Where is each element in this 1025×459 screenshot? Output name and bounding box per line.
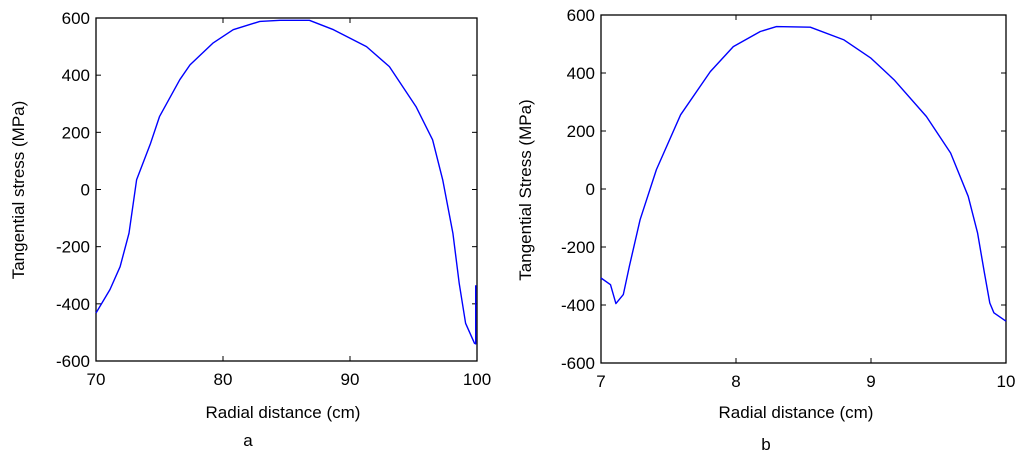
x-tick-label: 90 — [341, 370, 360, 389]
y-tick-label: 0 — [586, 180, 595, 199]
x-axis-label-b: Radial distance (cm) — [719, 403, 874, 422]
stress-curve — [95, 19, 477, 345]
y-tick-label: 400 — [567, 64, 595, 83]
stress-curve — [600, 25, 1007, 322]
panel-label-a: a — [243, 431, 253, 450]
y-tick-label: 600 — [567, 6, 595, 25]
y-tick-label: 400 — [62, 66, 90, 85]
plot-area — [95, 17, 478, 362]
y-axis-label-a: Tangential stress (MPa) — [9, 101, 28, 280]
y-tick-label: 0 — [81, 181, 90, 200]
panel-label-b: b — [761, 435, 770, 454]
panel-b: Tangential Stress (MPa) Radial distance … — [516, 6, 1015, 454]
y-tick-label: 600 — [62, 9, 90, 28]
plot-area — [600, 14, 1007, 364]
y-tick-label: -200 — [56, 238, 90, 257]
x-tick-label: 70 — [87, 370, 106, 389]
y-tick-label: -400 — [56, 295, 90, 314]
y-tick-label: -400 — [561, 296, 595, 315]
y-tick-label: -600 — [56, 352, 90, 371]
x-tick-label: 8 — [731, 372, 740, 391]
x-axis-label-a: Radial distance (cm) — [206, 403, 361, 422]
x-tick-label: 7 — [596, 372, 605, 391]
x-tick-label: 100 — [463, 370, 491, 389]
panel-a: Tangential stress (MPa) Radial distance … — [9, 9, 491, 450]
x-tick-label: 9 — [866, 372, 875, 391]
x-tick-label: 80 — [214, 370, 233, 389]
y-tick-label: -600 — [561, 354, 595, 373]
x-tick-label: 10 — [997, 372, 1016, 391]
y-axis-label-b: Tangential Stress (MPa) — [516, 99, 535, 280]
y-tick-label: 200 — [62, 123, 90, 142]
y-tick-label: 200 — [567, 122, 595, 141]
y-tick-label: -200 — [561, 238, 595, 257]
